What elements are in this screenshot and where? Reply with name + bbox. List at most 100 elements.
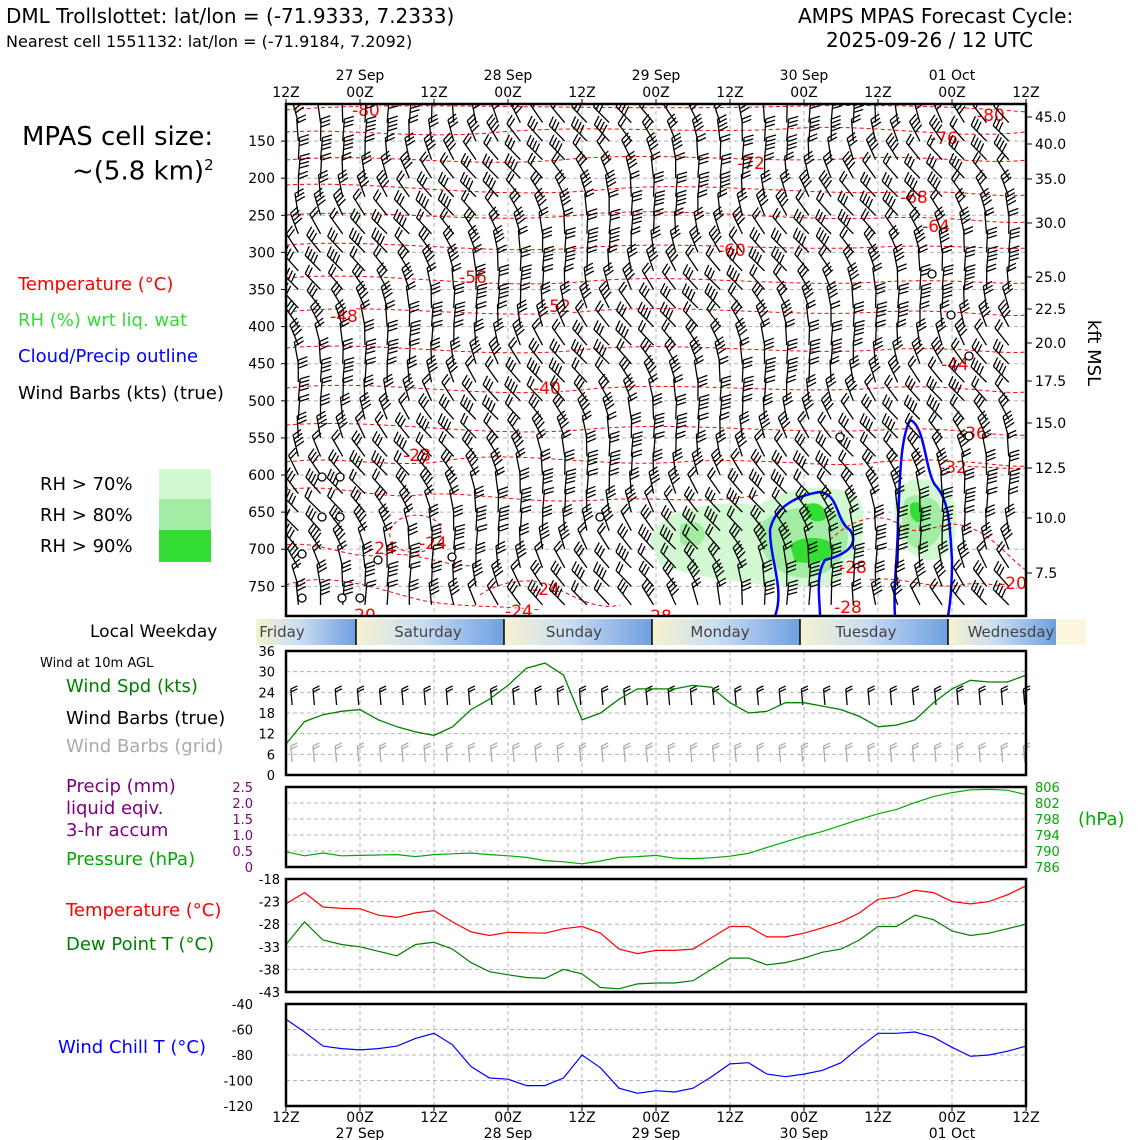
chill-y-tick-label: -40 — [232, 998, 253, 1013]
wind-barb-flag — [292, 562, 302, 570]
wind-barb-flag — [891, 232, 900, 240]
wind-barb-flag — [771, 449, 777, 460]
wind-barb-flag — [867, 198, 874, 209]
wind-barb-flag — [512, 562, 520, 571]
wind-barb-flag — [1003, 284, 1013, 292]
wind-barb-flag — [295, 577, 306, 584]
wind-barb-flag — [718, 121, 728, 128]
wind-barb-flag — [874, 512, 885, 518]
wind-barb-flag — [364, 137, 375, 143]
wind-barb-flag — [743, 156, 754, 161]
wind-barb-flag — [628, 495, 637, 503]
wind-barb-flag — [405, 384, 415, 392]
wind-barb-flag — [337, 540, 347, 547]
wind-barb-flag — [665, 488, 673, 498]
wind-barb-flag — [575, 544, 583, 554]
wind-barb-flag — [487, 358, 494, 368]
wind-barb-flag — [318, 173, 329, 180]
wind-barb-flag — [875, 282, 886, 287]
wind-barb-flag — [741, 174, 751, 180]
wind-barb-flag — [295, 106, 304, 114]
pressure-tick-label: 550 — [248, 431, 275, 447]
isotherm-line — [286, 211, 1026, 224]
wind-barb-flag — [751, 248, 757, 259]
wind10-speed-label: Wind Spd (kts) — [66, 676, 198, 697]
wind-barb-flag — [357, 521, 367, 529]
wind-barb-flag — [603, 261, 612, 269]
wind10-barb-true-flag — [912, 688, 920, 693]
wind-barb-flag — [556, 172, 565, 181]
wind-barb-flag — [350, 486, 357, 496]
wind-barb-flag — [308, 229, 315, 239]
wind-barb-flag — [862, 193, 868, 203]
wind10-barb-true-flag — [312, 688, 320, 693]
isotherm-line — [286, 456, 1026, 467]
wind-barb-flag — [685, 244, 692, 254]
wind-barb-flag — [406, 284, 416, 291]
wind-barb-flag — [318, 422, 328, 429]
wind-barb-flag — [531, 317, 540, 327]
wind-barb-flag — [338, 173, 348, 180]
wind10-barb-grid-flag — [401, 742, 409, 747]
wind-barb-flag — [888, 224, 897, 233]
wind-barb-flag — [800, 492, 807, 502]
wind-barb-flag — [936, 321, 946, 329]
wind-barb-flag — [465, 400, 471, 410]
wind10-barb-grid-flag — [579, 742, 587, 747]
wind-barb-flag — [299, 138, 309, 143]
wind-barb-flag — [683, 485, 691, 496]
wind-barb-flag — [447, 113, 457, 121]
wind-barb-flag — [462, 415, 469, 426]
wind-barb-flag — [672, 447, 682, 454]
wind-barb-flag — [551, 360, 557, 370]
wind-barb-flag — [587, 457, 598, 462]
wind-barb-flag — [887, 136, 895, 145]
wind10-barb-true-flag — [934, 688, 942, 693]
wind-barb-flag — [312, 529, 320, 538]
wind-barb-flag — [399, 150, 408, 159]
wind-barb-flag — [455, 305, 465, 310]
wind-barb-flag — [602, 391, 612, 399]
precip-liquid-label: liquid eqiv. — [66, 798, 164, 819]
wind-barb-flag — [715, 340, 725, 347]
wind-barb-flag — [510, 340, 518, 349]
wind-barb-flag — [521, 486, 532, 491]
wind-barb-flag — [562, 199, 572, 206]
wind-barb-flag — [788, 360, 798, 365]
wind-barb-flag — [847, 261, 857, 269]
wind-barb-flag — [380, 269, 388, 278]
wind-barb-flag — [527, 152, 534, 163]
wind-barb-flag — [430, 289, 441, 295]
wind-barb-flag — [669, 224, 679, 232]
wind-barb-flag — [494, 232, 504, 240]
wind-barb-flag — [937, 451, 947, 459]
wind-barb-flag — [419, 466, 427, 476]
wind-barb-flag — [721, 394, 732, 399]
wind-barb-flag — [446, 198, 452, 209]
isotherm-line — [286, 422, 1026, 436]
wind-barb-flag — [596, 522, 604, 531]
wind-barb-flag — [961, 218, 971, 225]
wind-barb-flag — [840, 466, 848, 476]
wind-barb-flag — [339, 421, 348, 429]
wind-barb-flag — [903, 394, 910, 405]
wind-barb-flag — [409, 341, 420, 347]
kft-tick-label: 35.0 — [1035, 172, 1066, 188]
wind-barb-flag — [761, 177, 772, 184]
wind-barb-flag — [996, 151, 1004, 161]
wind-barb-flag — [763, 96, 772, 100]
wind-barb-flag — [988, 468, 998, 473]
wind-barb-flag — [622, 506, 630, 516]
wind-barb-flag — [984, 211, 995, 217]
wind-barb-flag — [707, 540, 715, 550]
wind-barb-flag — [607, 244, 617, 250]
wind-barb-flag — [540, 281, 551, 287]
wind-barb-flag — [644, 484, 653, 493]
wind-barb-flag — [771, 486, 778, 496]
wind-barb-flag — [561, 288, 571, 295]
wind-barb-flag — [897, 263, 907, 269]
wind-barb-flag — [781, 198, 789, 207]
wind-barb-flag — [419, 174, 426, 184]
wind-barb-flag — [943, 490, 953, 495]
wind-barb-flag — [898, 305, 909, 310]
